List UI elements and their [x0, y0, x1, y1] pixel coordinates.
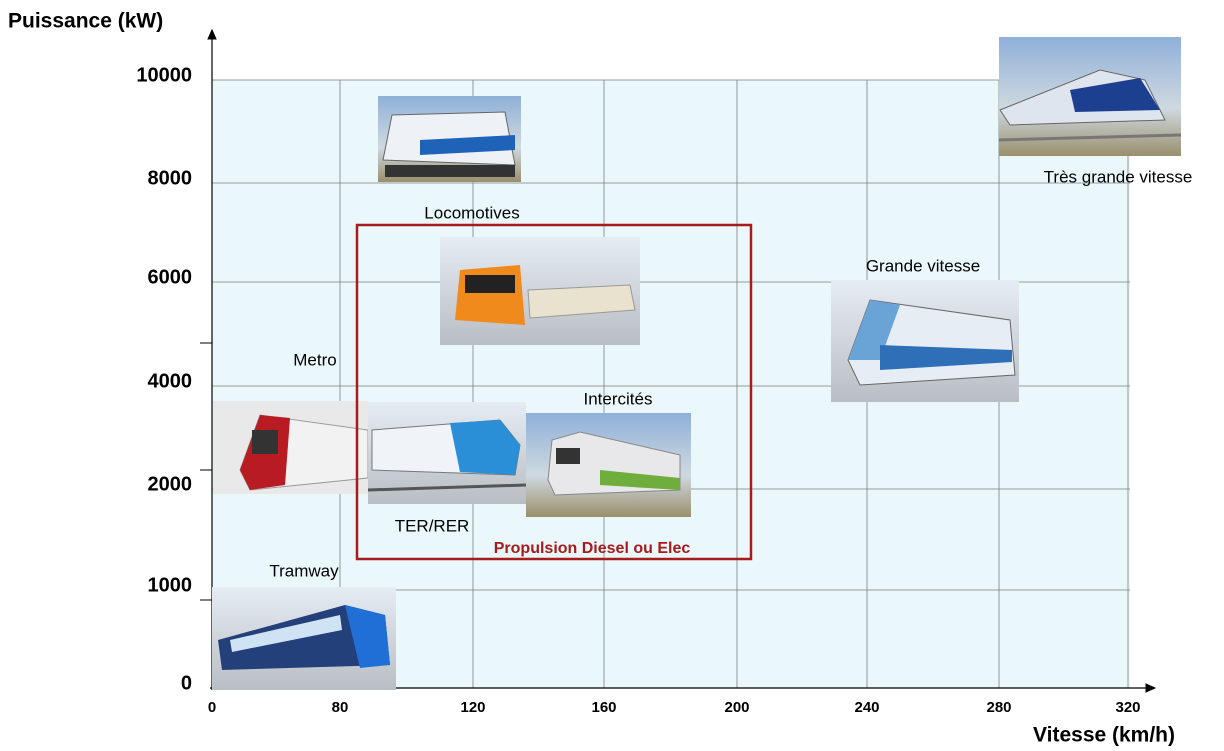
- x-tick-label: 80: [332, 699, 349, 716]
- x-tick-label: 320: [1115, 699, 1140, 716]
- box-label: Propulsion Diesel ou Elec: [494, 540, 691, 557]
- category-label: Intercités: [584, 389, 653, 408]
- train-photo: [367, 402, 527, 504]
- x-tick-label: 160: [591, 699, 616, 716]
- x-tick-label: 0: [208, 699, 216, 716]
- category-label: Metro: [293, 350, 336, 369]
- train-photo: [998, 37, 1182, 156]
- y-tick-label: 6000: [148, 266, 193, 288]
- y-tick-label: 2000: [148, 473, 193, 495]
- y-tick-label: 8000: [148, 167, 193, 189]
- train-photo: [378, 96, 521, 182]
- y-tick-label: 4000: [148, 370, 193, 392]
- train-photo: [526, 413, 691, 517]
- axis-extra-ticks: [200, 342, 212, 601]
- x-axis-label: Vitesse (km/h): [1033, 724, 1175, 747]
- category-label: Tramway: [269, 561, 339, 580]
- y-axis-label: Puissance (kW): [8, 10, 163, 33]
- x-tick-label: 240: [854, 699, 879, 716]
- train-photo: [440, 237, 640, 345]
- category-label: TER/RER: [395, 516, 470, 535]
- y-tick-label: 0: [181, 672, 192, 694]
- category-label: Locomotives: [424, 203, 519, 222]
- category-label: Très grande vitesse: [1044, 167, 1193, 186]
- x-tick-label: 120: [460, 699, 485, 716]
- diesel-elec-box: [355, 223, 753, 561]
- train-photo: [831, 280, 1019, 402]
- category-label: Grande vitesse: [866, 256, 980, 275]
- train-photo: [213, 401, 369, 494]
- y-tick-label: 10000: [136, 64, 192, 86]
- y-tick-label: 1000: [148, 574, 193, 596]
- x-tick-label: 200: [724, 699, 749, 716]
- x-tick-label: 280: [986, 699, 1011, 716]
- train-photo: [212, 587, 396, 690]
